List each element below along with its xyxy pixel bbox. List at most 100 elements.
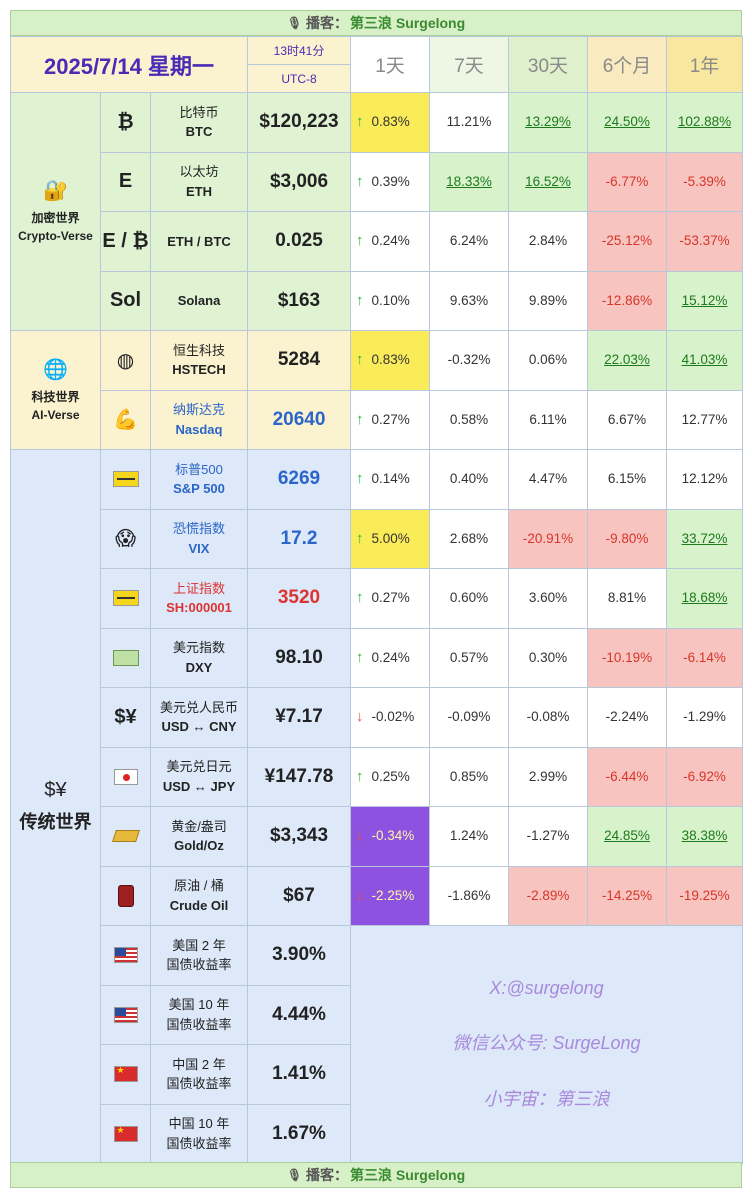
- arrow-up-icon: ↑: [356, 291, 364, 309]
- period-7d: 7天: [429, 36, 509, 93]
- bond-name: 美国 2 年 国债收益率: [150, 925, 248, 986]
- arrow-up-icon: ↑: [356, 172, 364, 190]
- change-d30: -20.91%: [508, 508, 588, 569]
- period-1d: 1天: [350, 36, 430, 93]
- change-m6: -10.19%: [587, 627, 667, 688]
- change-1d: ↓ -0.02%: [350, 687, 430, 748]
- asset-row: 美元兑日元 USD ↔ JPY ¥147.78 ↑ 0.25% 0.85% 2.99% -6…: [11, 746, 743, 807]
- promo-wechat: 微信公众号: SurgeLong: [452, 1033, 641, 1053]
- change-m6: -6.44%: [587, 746, 667, 807]
- change-1d: ↑ 0.25%: [350, 746, 430, 807]
- globe-icon: 🌐: [43, 358, 68, 381]
- oil-barrel-icon: [100, 865, 151, 926]
- asset-price: 20640: [247, 389, 351, 450]
- asset-price: 5284: [247, 330, 351, 391]
- change-d7: 6.24%: [429, 211, 509, 272]
- change-y1: -6.14%: [666, 627, 743, 688]
- change-d7: 0.85%: [429, 746, 509, 807]
- change-m6: -2.24%: [587, 687, 667, 748]
- asset-name: 比特币 BTC: [150, 92, 248, 153]
- change-m6: 24.50%: [587, 92, 667, 153]
- change-y1: -1.29%: [666, 687, 743, 748]
- asset-name: 恒生科技 HSTECH: [150, 330, 248, 391]
- change-1d: ↓ -2.25%: [350, 865, 430, 926]
- asset-name: 原油 / 桶 Crude Oil: [150, 865, 248, 926]
- asset-name: 恐慌指数 VIX: [150, 508, 248, 569]
- change-d7: 0.57%: [429, 627, 509, 688]
- change-d30: 0.30%: [508, 627, 588, 688]
- change-y1: 102.88%: [666, 92, 743, 153]
- change-y1: -6.92%: [666, 746, 743, 807]
- asset-price: 6269: [247, 449, 351, 510]
- podcast-banner-top: 🎙 播客： 第三浪 Surgelong: [10, 10, 742, 36]
- arrow-down-icon: ↓: [356, 827, 364, 845]
- arrow-up-icon: ↑: [356, 767, 364, 785]
- lock-icon: 🔐: [43, 180, 68, 202]
- china-flag-icon: [100, 1044, 151, 1105]
- category-tech: 🌐 科技世界 AI-Verse: [10, 330, 101, 450]
- asset-row: 😱 恐慌指数 VIX 17.2 ↑ 5.00% 2.68% -20.91% -9.80% 33…: [11, 508, 743, 569]
- eth-btc-icon: E / ₿: [100, 211, 151, 272]
- change-d30: 9.89%: [508, 270, 588, 331]
- change-d30: 3.60%: [508, 568, 588, 629]
- asset-price: $163: [247, 270, 351, 331]
- change-1d: ↑ 0.27%: [350, 389, 430, 450]
- bond-yield: 4.44%: [247, 984, 351, 1045]
- flexed-arm-icon: 💪: [100, 389, 151, 450]
- scream-face-icon: 😱: [100, 508, 151, 569]
- asset-name: 纳斯达克 Nasdaq: [150, 389, 248, 450]
- change-m6: -12.86%: [587, 270, 667, 331]
- microphone-icon: 🎙: [286, 1168, 303, 1182]
- change-1d: ↑ 0.24%: [350, 627, 430, 688]
- change-d30: 4.47%: [508, 449, 588, 510]
- asset-name: 以太坊 ETH: [150, 151, 248, 212]
- arrow-up-icon: ↑: [356, 589, 364, 607]
- bitcoin-icon: ₿: [100, 92, 151, 153]
- change-d30: -2.89%: [508, 865, 588, 926]
- bond-row: 中国 2 年 国债收益率 1.41%: [11, 1044, 743, 1105]
- category-tech-cn: 科技世界: [31, 389, 80, 404]
- asset-name: 黄金/盎司 Gold/Oz: [150, 806, 248, 867]
- asset-row: 上证指数 SH:000001 3520 ↑ 0.27% 0.60% 3.60% 8.81% 1…: [11, 568, 743, 629]
- period-6m: 6个月: [587, 36, 667, 93]
- banner-host-label: 播客：: [306, 1167, 349, 1183]
- change-d30: 0.06%: [508, 330, 588, 391]
- banner-host-name: 第三浪 Surgelong: [350, 15, 466, 31]
- arrow-up-icon: ↑: [356, 232, 364, 250]
- promo-x-handle[interactable]: X:@surgelong: [489, 978, 604, 998]
- change-d7: 2.68%: [429, 508, 509, 569]
- change-d7: -0.09%: [429, 687, 509, 748]
- change-1d: ↑ 0.39%: [350, 151, 430, 212]
- asset-name: 标普500 S&P 500: [150, 449, 248, 510]
- change-d7: 0.60%: [429, 568, 509, 629]
- asset-name: 美元指数 DXY: [150, 627, 248, 688]
- bond-name: 中国 2 年 国债收益率: [150, 1044, 248, 1105]
- change-d7: 0.40%: [429, 449, 509, 510]
- change-m6: 22.03%: [587, 330, 667, 391]
- change-1d: ↑ 5.00%: [350, 508, 430, 569]
- change-1d: ↓ -0.34%: [350, 806, 430, 867]
- asset-name: 美元兑人民币 USD ↔ CNY: [150, 687, 248, 748]
- change-y1: -5.39%: [666, 151, 743, 212]
- banner-host-name: 第三浪 Surgelong: [350, 1167, 466, 1183]
- change-y1: 18.68%: [666, 568, 743, 629]
- bond-name: 美国 10 年 国债收益率: [150, 984, 248, 1045]
- asset-row: $¥ 传统世界 标普500 S&P 500 6269 ↑ 0.14% 0.40% 4.47…: [10, 449, 743, 1164]
- change-1d: ↑ 0.10%: [350, 270, 430, 331]
- change-d30: 2.99%: [508, 746, 588, 807]
- change-y1: 41.03%: [666, 330, 743, 391]
- arrow-down-icon: ↓: [356, 708, 364, 726]
- change-m6: 24.85%: [587, 806, 667, 867]
- change-d30: 16.52%: [508, 151, 588, 212]
- change-m6: -6.77%: [587, 151, 667, 212]
- asset-price: 0.025: [247, 211, 351, 272]
- china-flag-icon: [100, 1103, 151, 1164]
- stadium-icon: ◍: [100, 330, 151, 391]
- time-label: 13时41分: [247, 36, 351, 65]
- ticket-icon: [100, 568, 151, 629]
- arrow-up-icon: ↑: [356, 648, 364, 666]
- change-d30: 13.29%: [508, 92, 588, 153]
- date-heading: 2025/7/14 星期一: [10, 36, 248, 93]
- ethereum-icon: E: [100, 151, 151, 212]
- arrow-up-icon: ↑: [356, 470, 364, 488]
